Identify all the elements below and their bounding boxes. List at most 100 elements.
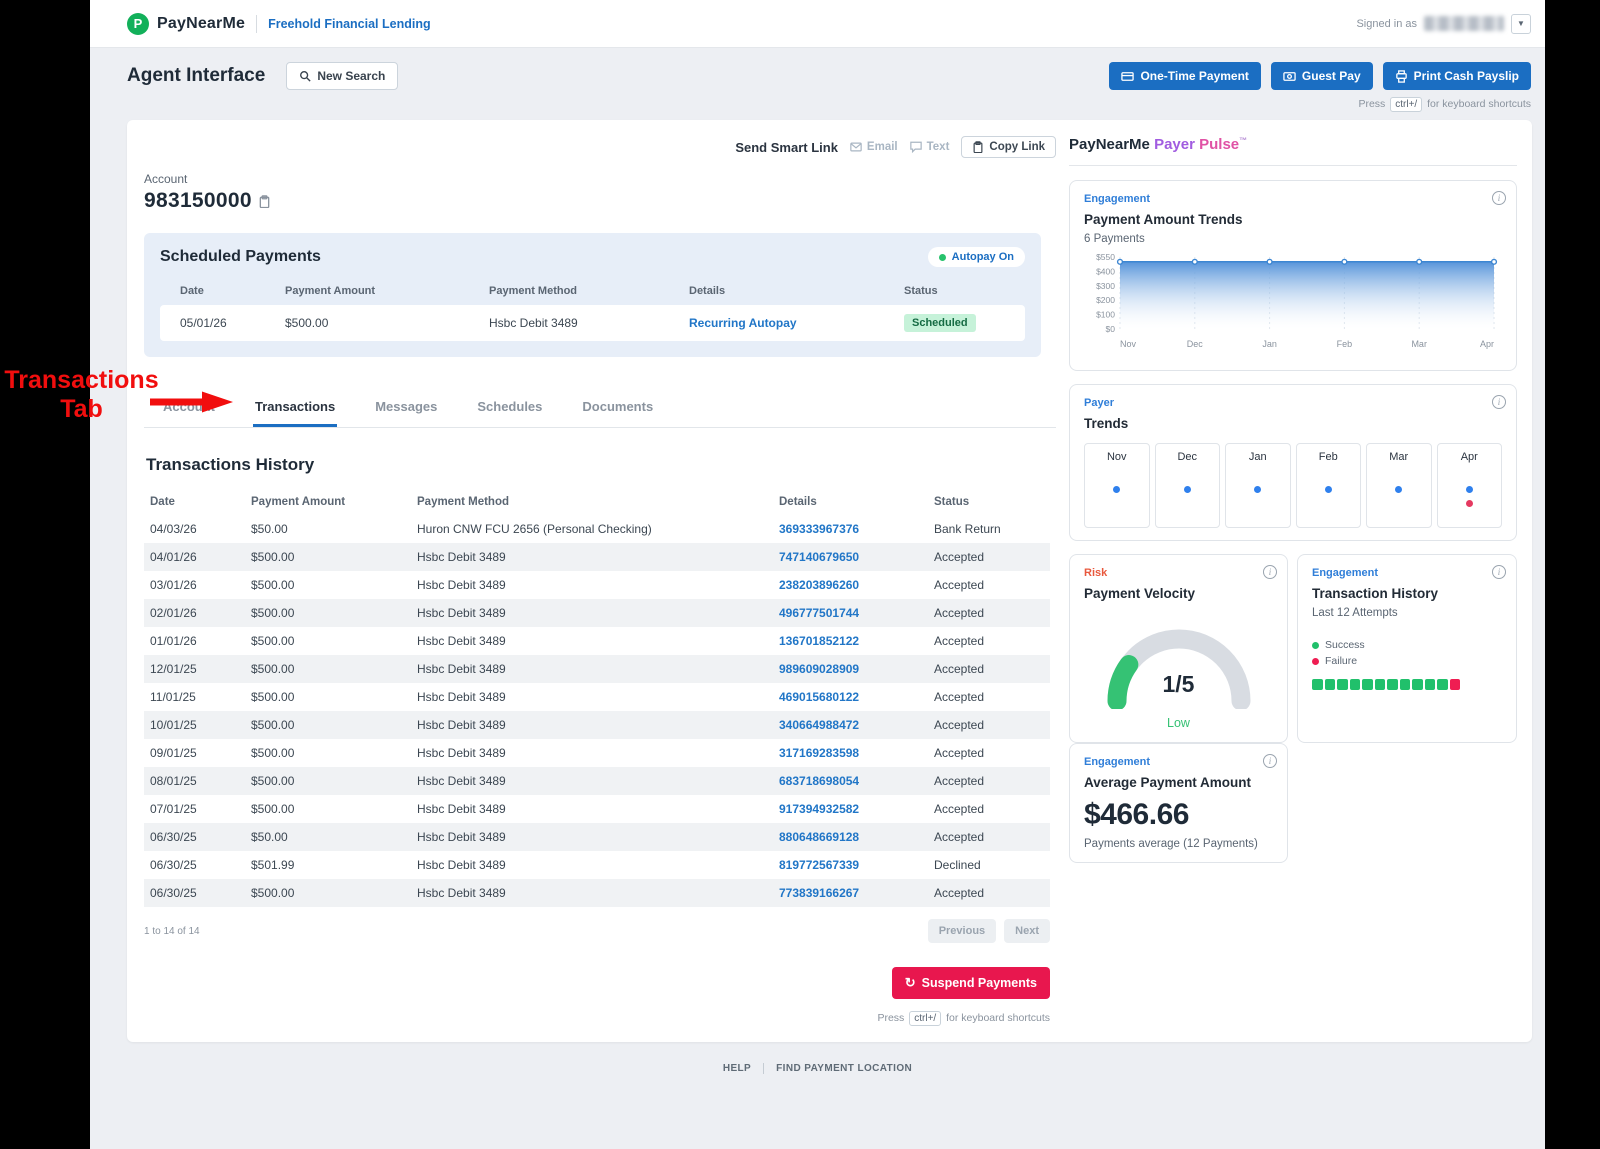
annotation-line2: Tab [60, 395, 103, 423]
tab[interactable]: Documents [582, 399, 654, 414]
table-row: 09/01/25 $500.00 Hsbc Debit 3489 3171692… [144, 739, 1050, 767]
info-icon[interactable] [1492, 191, 1506, 205]
payment-dot-icon [1324, 486, 1332, 493]
cell-method: Hsbc Debit 3489 [417, 690, 506, 704]
month-label: Mar [1389, 451, 1409, 463]
payment-velocity-card: Risk Payment Velocity 1/5 Low [1069, 554, 1288, 743]
average-amount-value: $466.66 [1084, 798, 1189, 831]
cell-amount: $500.00 [251, 606, 295, 620]
suspend-payments-button[interactable]: Suspend Payments [891, 967, 1050, 999]
cell-status: Accepted [934, 550, 985, 564]
table-row: 06/30/25 $501.99 Hsbc Debit 3489 8197725… [144, 851, 1050, 879]
guest-pay-label: Guest Pay [1301, 69, 1361, 83]
card-subtitle: 6 Payments [1084, 233, 1145, 245]
new-search-button[interactable]: New Search [286, 62, 399, 90]
send-smart-link-row: Send Smart Link Email Text Copy Link [144, 134, 1056, 160]
tab[interactable]: Messages [375, 399, 438, 414]
transaction-details-link[interactable]: 917394932582 [779, 802, 860, 816]
table-row: 06/30/25 $50.00 Hsbc Debit 3489 88064866… [144, 823, 1050, 851]
cell-amount: $500.00 [251, 718, 295, 732]
info-icon[interactable] [1492, 395, 1506, 409]
keyboard-shortcut-hint-top: Press ctrl+/ for keyboard shortcuts [1358, 97, 1531, 112]
tab[interactable]: Transactions [253, 391, 338, 427]
one-time-payment-button[interactable]: One-Time Payment [1109, 62, 1261, 90]
autopay-on-badge[interactable]: Autopay On [927, 247, 1025, 267]
table-row: 06/30/25 $500.00 Hsbc Debit 3489 7738391… [144, 879, 1050, 907]
find-payment-location-link[interactable]: FIND PAYMENT LOCATION [776, 1063, 913, 1074]
transaction-details-link[interactable]: 747140679650 [779, 550, 860, 564]
text-label: Text [926, 141, 950, 153]
tab[interactable]: Schedules [477, 399, 543, 414]
cell-method: Huron CNW FCU 2656 (Personal Checking) [417, 522, 652, 536]
copy-link-button[interactable]: Copy Link [961, 136, 1056, 158]
cell-method: Hsbc Debit 3489 [417, 858, 506, 872]
transaction-details-link[interactable]: 880648669128 [779, 830, 860, 844]
legend-label: Success [1325, 639, 1365, 651]
transaction-details-link[interactable]: 773839166267 [779, 886, 860, 900]
col-details: Details [689, 285, 726, 297]
smart-link-text-button[interactable]: Text [909, 141, 950, 153]
print-cash-payslip-button[interactable]: Print Cash Payslip [1382, 62, 1531, 90]
copy-link-label: Copy Link [989, 141, 1045, 153]
smart-link-email-button[interactable]: Email [850, 141, 898, 153]
svg-text:$300: $300 [1096, 281, 1115, 291]
transaction-details-link[interactable]: 819772567339 [779, 858, 860, 872]
svg-text:$0: $0 [1106, 324, 1116, 334]
transaction-details-link[interactable]: 340664988472 [779, 718, 860, 732]
transaction-details-link[interactable]: 469015680122 [779, 690, 860, 704]
recurring-autopay-link[interactable]: Recurring Autopay [689, 316, 797, 330]
month-label: Apr [1460, 451, 1478, 463]
autopay-status-dot-icon [938, 253, 946, 261]
payment-dot-icon [1183, 486, 1191, 493]
cell-method: Hsbc Debit 3489 [417, 802, 506, 816]
card-title: Payment Velocity [1084, 586, 1196, 601]
table-row: 04/01/26 $500.00 Hsbc Debit 3489 7471406… [144, 543, 1050, 571]
main-card: Send Smart Link Email Text Copy Link Acc… [127, 120, 1532, 1042]
transaction-details-link[interactable]: 989609028909 [779, 662, 860, 676]
org-name-link[interactable]: Freehold Financial Lending [268, 16, 431, 31]
cell-date: 06/30/25 [150, 886, 197, 900]
cell-status: Accepted [934, 690, 985, 704]
col-status: Status [934, 496, 970, 508]
info-icon[interactable] [1263, 565, 1277, 579]
divider [763, 1063, 765, 1074]
guest-pay-button[interactable]: Guest Pay [1270, 62, 1373, 90]
cell-amount: $500.00 [251, 886, 295, 900]
transaction-details-link[interactable]: 317169283598 [779, 746, 860, 760]
previous-button[interactable]: Previous [927, 919, 997, 943]
month-label: Jan [1248, 451, 1267, 463]
cell-amount: $500.00 [251, 578, 295, 592]
chevron-down-icon[interactable] [1511, 13, 1531, 34]
toolbar: Agent Interface New Search One-Time Paym… [127, 62, 1531, 90]
card-subtitle: Payments average (12 Payments) [1084, 838, 1258, 850]
transaction-details-link[interactable]: 369333967376 [779, 522, 860, 536]
annotation-arrow-icon [150, 391, 233, 413]
cell-date: 04/01/26 [150, 550, 197, 564]
info-icon[interactable] [1492, 565, 1506, 579]
attempt-square [1337, 679, 1348, 690]
col-status: Status [904, 285, 938, 297]
cell-date: 03/01/26 [150, 578, 197, 592]
cell-date: 07/01/25 [150, 802, 197, 816]
copy-account-icon[interactable] [258, 194, 271, 208]
svg-text:Mar: Mar [1411, 339, 1427, 349]
cell-method: Hsbc Debit 3489 [483, 305, 683, 341]
transaction-details-link[interactable]: 683718698054 [779, 774, 860, 788]
card-subtitle: Last 12 Attempts [1312, 607, 1398, 619]
col-payment-amount: Payment Amount [251, 496, 346, 508]
transaction-details-link[interactable]: 238203896260 [779, 578, 860, 592]
transaction-details-link[interactable]: 136701852122 [779, 634, 860, 648]
next-button[interactable]: Next [1004, 919, 1050, 943]
cell-date: 09/01/25 [150, 746, 197, 760]
legend-dot-icon [1312, 641, 1319, 649]
help-link[interactable]: HELP [722, 1063, 752, 1074]
info-icon[interactable] [1263, 754, 1277, 768]
transactions-history-title: Transactions History [146, 455, 315, 474]
account-detail-column: Send Smart Link Email Text Copy Link Acc… [144, 134, 1056, 1026]
transaction-details-link[interactable]: 496777501744 [779, 606, 860, 620]
table-row: 01/01/26 $500.00 Hsbc Debit 3489 1367018… [144, 627, 1050, 655]
email-label: Email [866, 141, 898, 153]
cell-method: Hsbc Debit 3489 [417, 774, 506, 788]
banknote-icon [1283, 71, 1296, 81]
send-smart-link-label: Send Smart Link [735, 139, 838, 155]
